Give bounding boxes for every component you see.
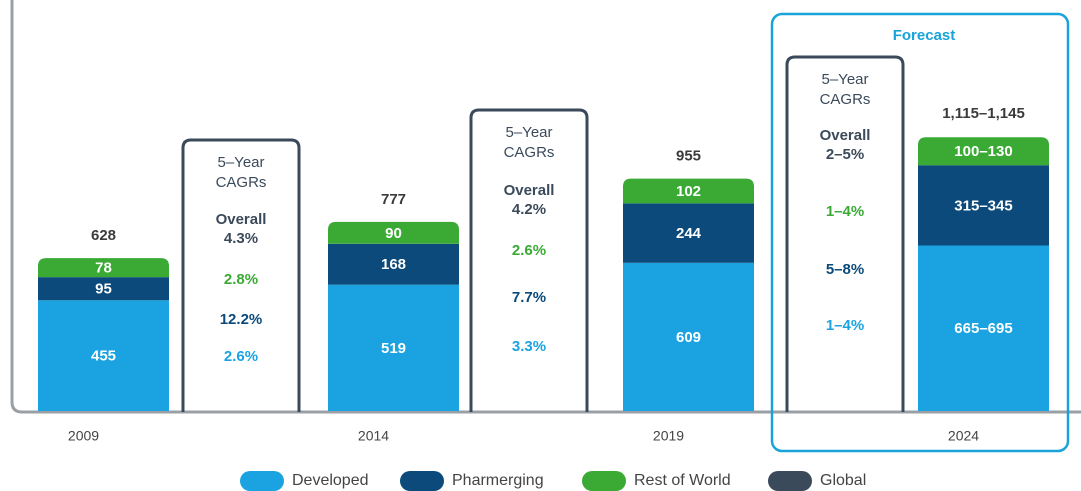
legend-swatch [400, 471, 444, 491]
x-tick-label: 2019 [653, 428, 684, 444]
cagr-rate: 12.2% [220, 311, 263, 328]
bar-label: 168 [381, 256, 406, 273]
bar-label: 244 [676, 225, 702, 242]
bar-segment [38, 277, 169, 301]
bar-segment [328, 243, 459, 285]
bar-segment [623, 203, 754, 263]
bar-segment [918, 165, 1049, 246]
overall-value: 4.2% [512, 201, 546, 218]
cagr-title: CAGRs [504, 144, 555, 161]
forecast-label: Forecast [893, 27, 956, 44]
bar-segment [623, 178, 754, 204]
legend-label: Global [820, 472, 866, 489]
legend-label: Developed [292, 472, 369, 489]
bar-segment [38, 258, 169, 278]
legend-swatch [582, 471, 626, 491]
cagr-rate: 1–4% [826, 203, 864, 220]
cagr-rate: 3.3% [512, 338, 546, 355]
cagr-rate: 2.8% [224, 271, 258, 288]
cagr-rate: 5–8% [826, 261, 864, 278]
cagr-title: 5–Year [218, 154, 265, 171]
cagr-rate: 2.6% [512, 242, 546, 259]
x-tick-label: 2024 [948, 428, 979, 444]
bar-segment [328, 221, 459, 244]
legend-label: Rest of World [634, 472, 731, 489]
total-label: 628 [91, 227, 116, 244]
cagr-title: CAGRs [820, 91, 871, 108]
total-label: 955 [676, 148, 701, 165]
cagr-title: 5–Year [822, 71, 869, 88]
cagr-box [181, 138, 301, 412]
overall-value: 4.3% [224, 230, 258, 247]
cagr-box [785, 55, 905, 412]
legend-label: Pharmerging [452, 472, 544, 489]
bar-label: 100–130 [954, 143, 1012, 160]
bar-label: 519 [381, 340, 406, 357]
cagr-title: 5–Year [506, 124, 553, 141]
cagr-rate: 2.6% [224, 348, 258, 365]
total-label: 1,115–1,145 [942, 105, 1025, 122]
legend-swatch [240, 471, 284, 491]
axis [10, 0, 1081, 414]
bar-label: 78 [95, 260, 112, 277]
legend-swatch [768, 471, 812, 491]
cagr-box [469, 108, 589, 412]
bar-segment [328, 284, 459, 411]
overall-label: Overall [216, 211, 267, 228]
bar-segment [918, 137, 1049, 166]
bar-label: 609 [676, 329, 701, 346]
total-label: 777 [381, 191, 406, 208]
overall-label: Overall [820, 127, 871, 144]
x-tick-label: 2014 [358, 428, 389, 444]
bar-label: 315–345 [954, 197, 1012, 214]
bar-label: 455 [91, 348, 116, 365]
bar-segment [918, 245, 1049, 411]
cagr-rate: 1–4% [826, 317, 864, 334]
overall-value: 2–5% [826, 146, 864, 163]
cagr-title: CAGRs [216, 174, 267, 191]
bar-segment [623, 262, 754, 411]
bar-label: 95 [95, 281, 112, 298]
bar-label: 665–695 [954, 320, 1012, 337]
cagr-rate: 7.7% [512, 289, 546, 306]
x-tick-label: 2009 [68, 428, 99, 444]
bar-segment [38, 300, 169, 411]
bar-label: 90 [385, 225, 402, 242]
forecast-box [770, 12, 1070, 453]
overall-label: Overall [504, 182, 555, 199]
bar-label: 102 [676, 183, 701, 200]
